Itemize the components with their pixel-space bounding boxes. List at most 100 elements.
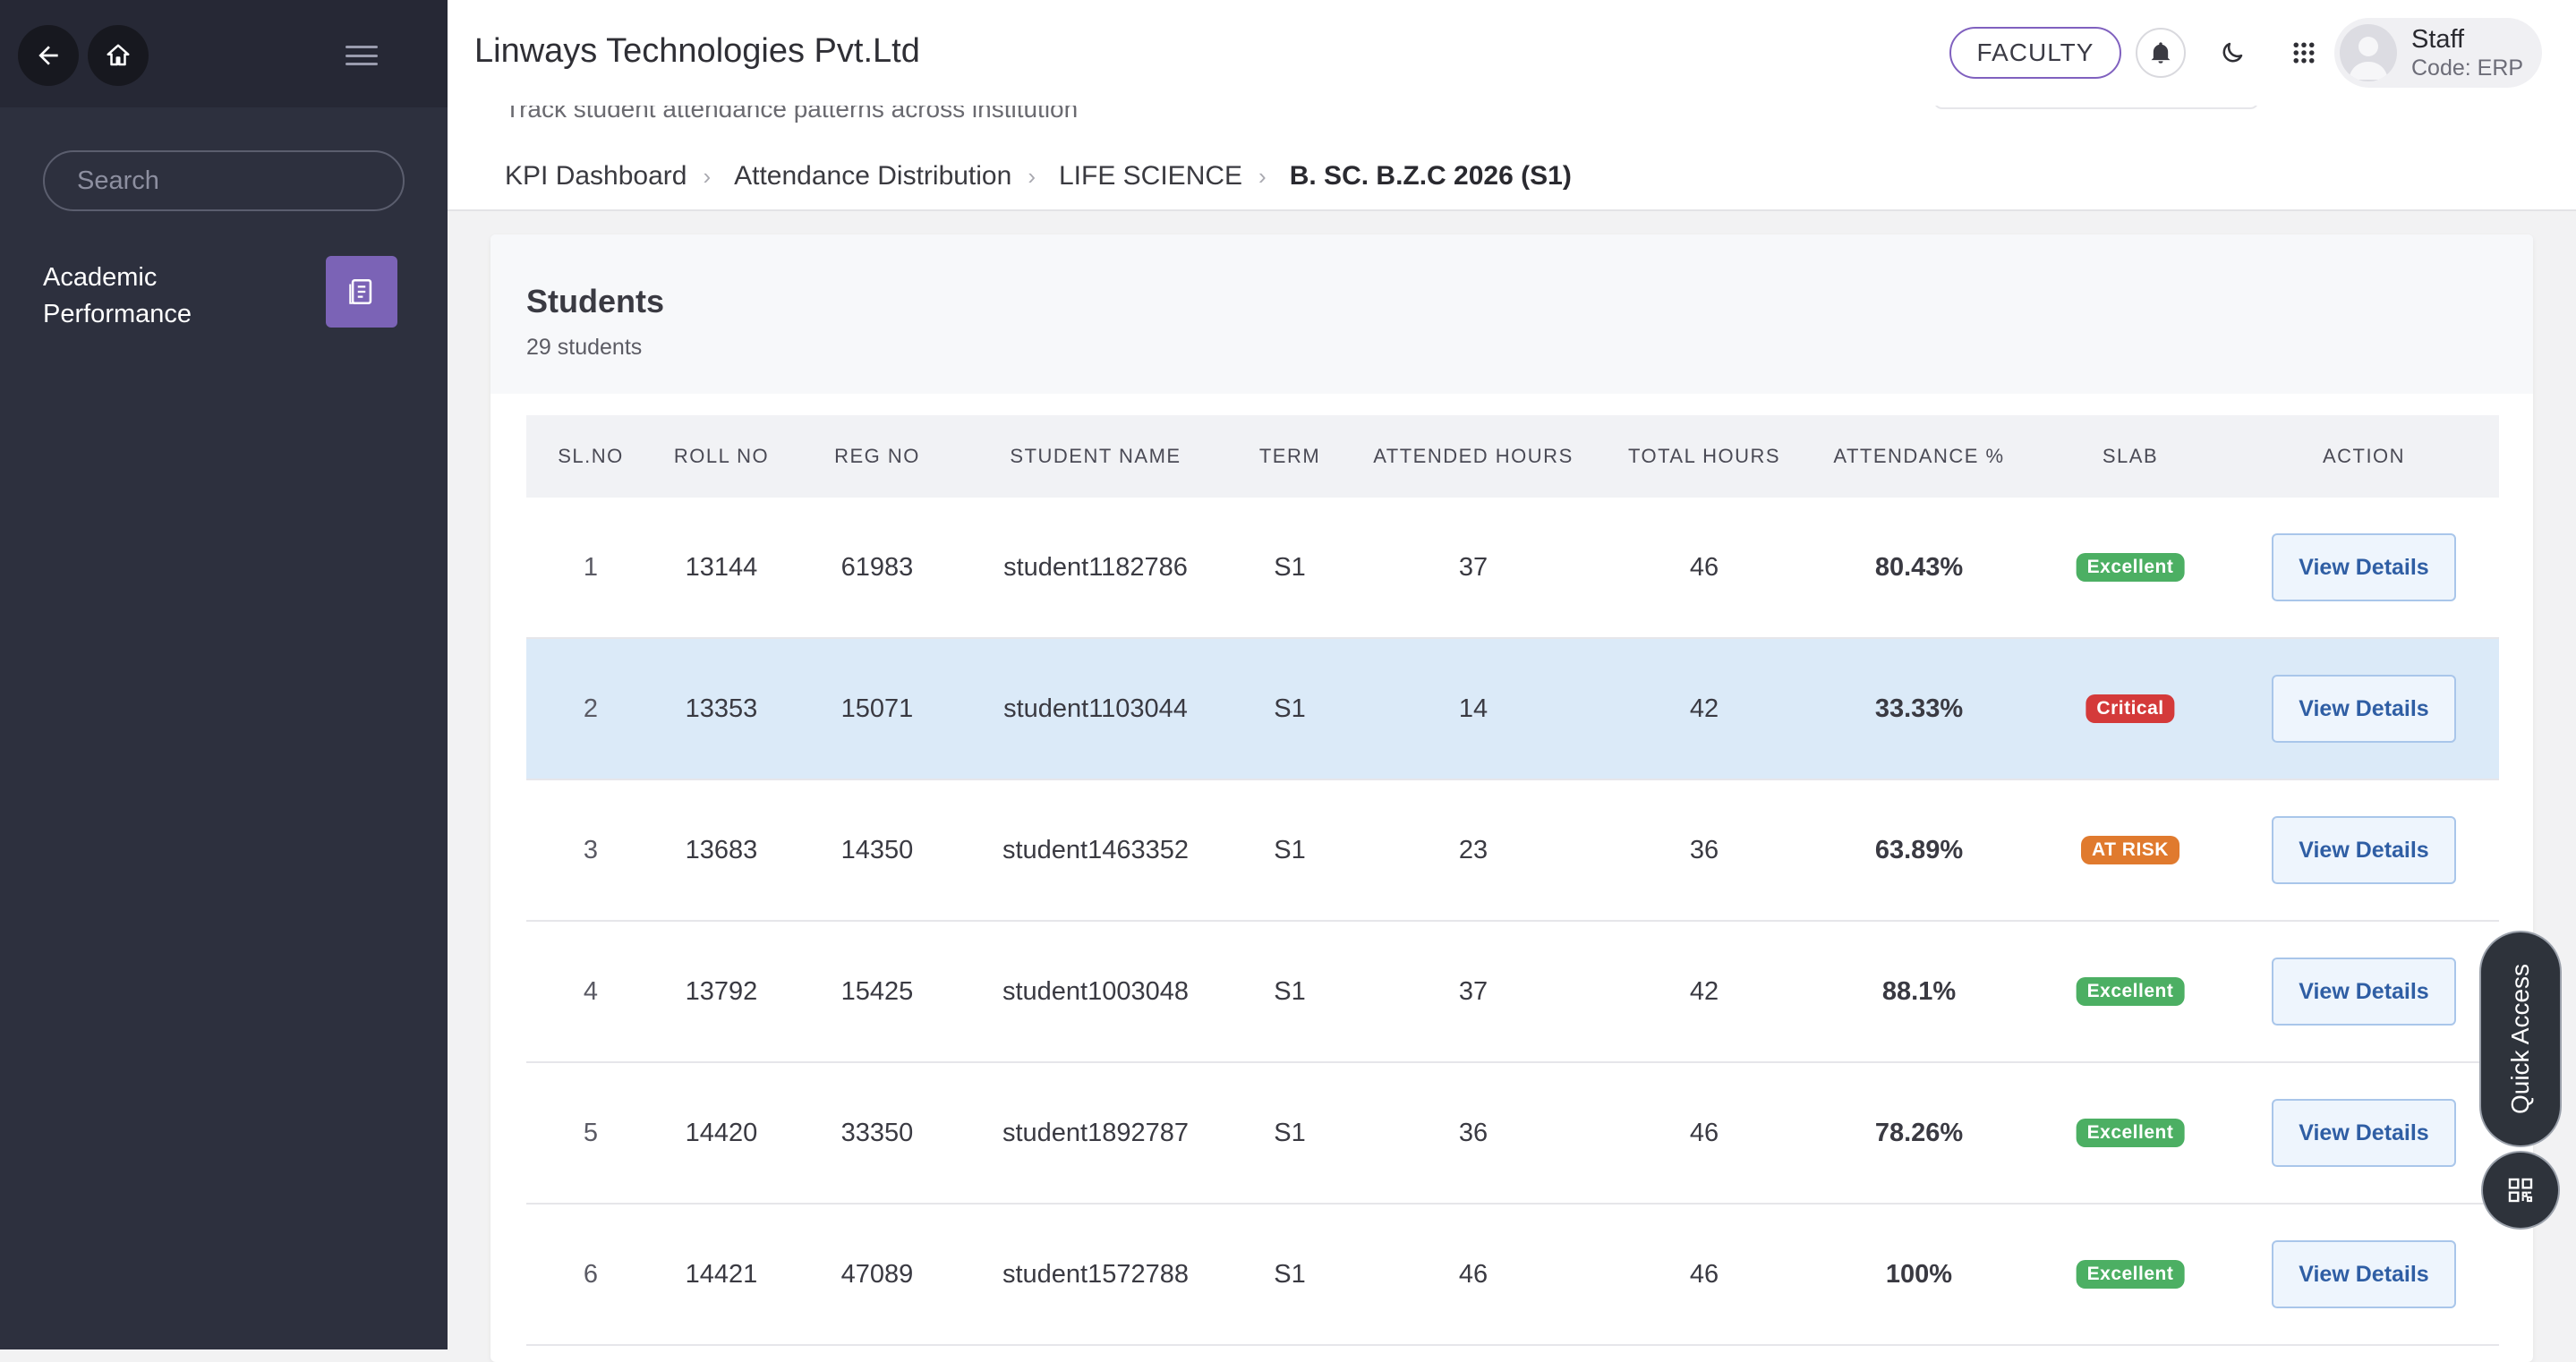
table-row[interactable]: 4 13792 15425 student1003048 S1 37 42 88.1% Exce… [526, 922, 2499, 1063]
cell-sl-no: 4 [583, 976, 599, 1006]
quick-access-button[interactable]: Quick Access [2479, 931, 2562, 1147]
user-profile-menu[interactable]: Staff Code: ERP [2334, 18, 2542, 88]
breadcrumb: KPI Dashboard › Attendance Distribution … [505, 161, 1572, 192]
qr-code-icon [2508, 1178, 2533, 1203]
moon-icon [2222, 42, 2243, 63]
breadcrumb-chevron-icon: › [1258, 162, 1267, 190]
cell-action: View Details [2272, 639, 2456, 779]
cell-slab: Excellent [2076, 1205, 2185, 1344]
cell-attendance-percent: 78.26% [1874, 1118, 1964, 1147]
status-badge: Critical [2086, 694, 2175, 723]
menu-toggle-icon[interactable] [345, 42, 378, 69]
cell-term: S1 [1274, 835, 1306, 864]
apps-grid-button[interactable] [2279, 28, 2329, 78]
status-badge: Excellent [2076, 977, 2185, 1006]
role-switch-button[interactable]: FACULTY [1949, 27, 2121, 79]
sidebar-top-bar [0, 0, 448, 107]
breadcrumb-chevron-icon: › [1028, 162, 1036, 190]
view-details-button[interactable]: View Details [2272, 1240, 2456, 1308]
column-header-student-name: STUDENT NAME [1010, 445, 1181, 467]
cell-reg-no: 61983 [840, 552, 914, 582]
breadcrumb-item-department[interactable]: LIFE SCIENCE [1058, 161, 1243, 191]
back-button[interactable] [18, 25, 79, 86]
column-header-total-hours: TOTAL HOURS [1627, 445, 1781, 467]
card-header: Students 29 students [490, 234, 2533, 394]
cell-action: View Details [2272, 780, 2456, 920]
column-header-action: ACTION [2322, 445, 2406, 467]
cell-sl-no: 1 [583, 552, 599, 582]
cell-slab: Excellent [2076, 1063, 2185, 1203]
apps-grid-icon [2293, 42, 2315, 64]
cell-total-hours: 42 [1689, 976, 1719, 1006]
view-details-button[interactable]: View Details [2272, 1099, 2456, 1167]
table-row[interactable]: 6 14421 47089 student1572788 S1 46 46 100% Excel… [526, 1205, 2499, 1346]
cell-term: S1 [1274, 552, 1306, 582]
cell-action: View Details [2272, 922, 2456, 1061]
cell-term: S1 [1274, 1118, 1306, 1147]
cell-action: View Details [2272, 1205, 2456, 1344]
user-code: Code: ERP [2411, 55, 2524, 81]
status-badge: Excellent [2076, 1119, 2185, 1147]
table-header: SL.NO ROLL NO REG NO STUDENT NAME TERM A… [526, 415, 2499, 498]
cell-slab: Critical [2086, 639, 2175, 779]
cell-student-name: student1103044 [1003, 694, 1188, 723]
cell-slab: AT RISK [2081, 780, 2179, 920]
column-header-reg-no: REG NO [834, 445, 920, 467]
table-row[interactable]: 5 14420 33350 student1892787 S1 36 46 78.26% Exc… [526, 1063, 2499, 1205]
table-row[interactable]: 2 13353 15071 student1103044 S1 14 42 33.33% Cri… [526, 639, 2499, 780]
cell-attendance-percent: 100% [1885, 1259, 1953, 1289]
breadcrumb-item-attendance-distribution[interactable]: Attendance Distribution [734, 161, 1012, 191]
cell-reg-no: 15071 [840, 694, 914, 723]
cell-attended-hours: 23 [1458, 835, 1488, 864]
cell-sl-no: 3 [583, 835, 599, 864]
cell-student-name: student1003048 [1002, 976, 1190, 1006]
view-details-button[interactable]: View Details [2272, 675, 2456, 743]
cell-roll-no: 13144 [685, 552, 758, 582]
notifications-button[interactable] [2136, 28, 2186, 78]
filter-box[interactable] [1933, 106, 2259, 109]
cell-student-name: student1182786 [1003, 552, 1188, 582]
qr-code-button[interactable] [2481, 1151, 2560, 1230]
top-header: Linways Technologies Pvt.Ltd FACULTY Sta… [448, 0, 2576, 107]
view-details-button[interactable]: View Details [2272, 958, 2456, 1026]
report-icon [326, 256, 397, 328]
cell-total-hours: 46 [1689, 1259, 1719, 1289]
view-details-button[interactable]: View Details [2272, 816, 2456, 884]
column-header-sl-no: SL.NO [558, 445, 624, 467]
cell-roll-no: 14420 [685, 1118, 758, 1147]
cell-sl-no: 2 [583, 694, 599, 723]
cell-reg-no: 47089 [840, 1259, 914, 1289]
cell-student-name: student1463352 [1002, 835, 1190, 864]
cell-roll-no: 13683 [685, 835, 758, 864]
page-subheader: Track student attendance patterns across… [448, 106, 2576, 211]
sidebar-item-academic-performance[interactable]: Academic Performance [43, 254, 397, 340]
home-icon [107, 44, 130, 66]
table-row[interactable]: 1 13144 61983 student1182786 S1 37 46 80.43% Exc… [526, 498, 2499, 639]
theme-toggle-button[interactable] [2207, 28, 2257, 78]
cell-attendance-percent: 88.1% [1881, 976, 1957, 1006]
cell-total-hours: 42 [1689, 694, 1719, 723]
cell-attended-hours: 36 [1458, 1118, 1488, 1147]
cell-attended-hours: 46 [1458, 1259, 1488, 1289]
cell-roll-no: 13353 [685, 694, 758, 723]
cell-slab: Excellent [2076, 922, 2185, 1061]
column-header-attended-hours: ATTENDED HOURS [1373, 445, 1574, 467]
sidebar-search-input[interactable] [75, 165, 416, 197]
cell-total-hours: 36 [1689, 835, 1719, 864]
cell-reg-no: 15425 [840, 976, 914, 1006]
column-header-roll-no: ROLL NO [673, 445, 770, 467]
cell-total-hours: 46 [1689, 1118, 1719, 1147]
view-details-button[interactable]: View Details [2272, 533, 2456, 601]
cell-student-name: student1892787 [1002, 1118, 1190, 1147]
breadcrumb-item-kpi-dashboard[interactable]: KPI Dashboard [505, 161, 687, 191]
status-badge: AT RISK [2081, 836, 2179, 864]
status-badge: Excellent [2076, 1260, 2185, 1289]
sidebar-search [43, 150, 416, 211]
cell-attended-hours: 37 [1458, 976, 1488, 1006]
home-button[interactable] [88, 25, 149, 86]
quick-access-label: Quick Access [2506, 963, 2534, 1115]
cell-slab: Excellent [2076, 498, 2185, 637]
organization-name: Linways Technologies Pvt.Ltd [474, 32, 920, 70]
table-row[interactable]: 3 13683 14350 student1463352 S1 23 36 63.89% AT … [526, 780, 2499, 922]
student-count: 29 students [526, 335, 643, 360]
